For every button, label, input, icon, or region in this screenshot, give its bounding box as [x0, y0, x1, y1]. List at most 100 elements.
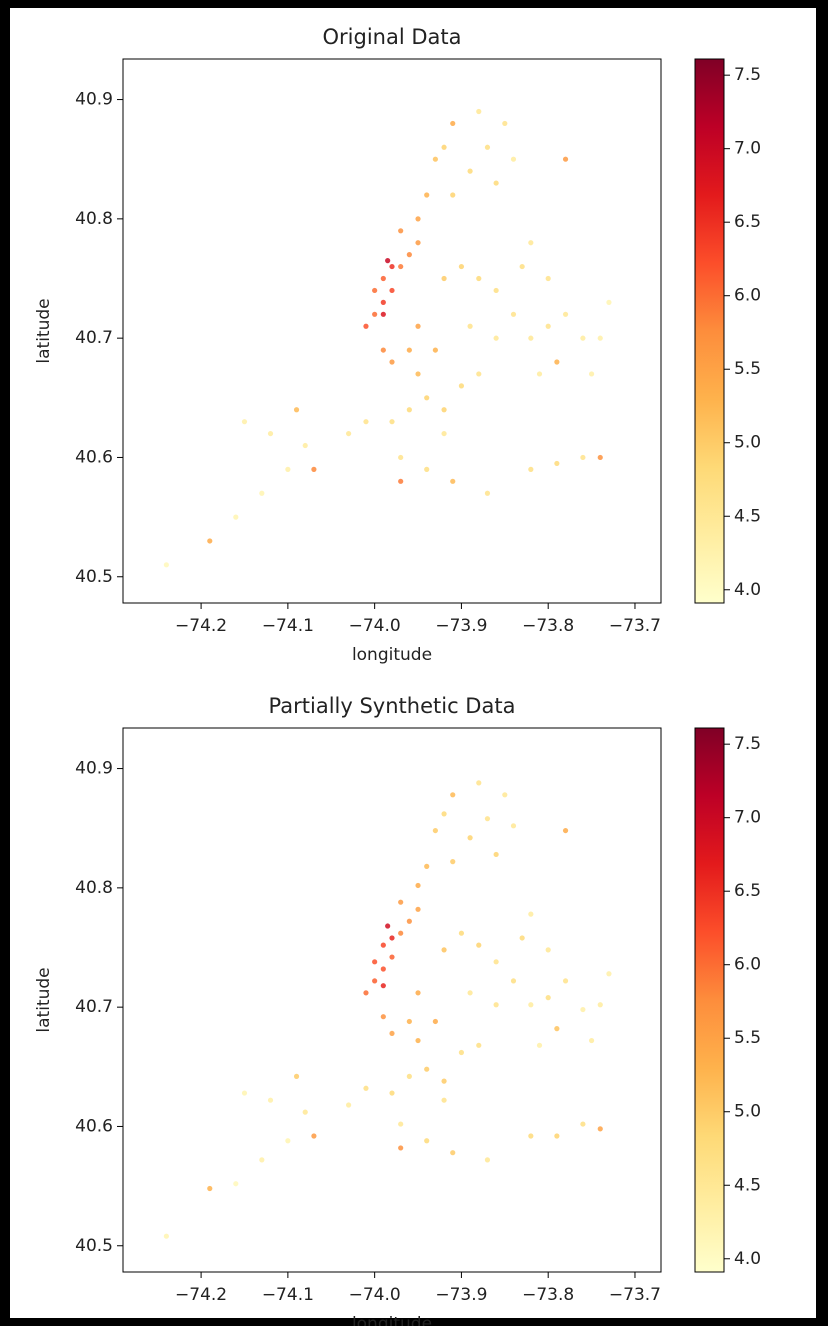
point	[502, 792, 508, 798]
x-tick-label: −73.8	[522, 616, 574, 636]
point	[233, 1181, 239, 1187]
point	[562, 156, 569, 162]
x-tick-label: −73.7	[609, 616, 661, 636]
x-tick-label: −74.2	[175, 616, 227, 636]
x-tick-label: −73.7	[609, 1285, 661, 1305]
point	[450, 1150, 456, 1156]
point	[311, 466, 317, 472]
point	[545, 947, 551, 953]
point	[163, 562, 169, 568]
colorbar-tick-label: 6.0	[734, 955, 761, 975]
point	[163, 1233, 169, 1239]
point	[415, 1037, 421, 1044]
colorbar	[694, 727, 725, 1273]
colorbar-tick-label: 6.0	[734, 286, 761, 306]
point	[502, 120, 508, 127]
point	[597, 335, 603, 341]
point	[528, 466, 534, 472]
point	[380, 299, 386, 305]
point	[363, 1085, 369, 1091]
x-tick-label: −74.2	[175, 1285, 227, 1305]
point	[432, 347, 438, 353]
point	[415, 216, 421, 222]
point	[207, 538, 213, 544]
point	[519, 263, 525, 270]
point	[476, 942, 482, 948]
point	[597, 1126, 603, 1132]
point	[458, 263, 465, 270]
colorbar-tick-label: 4.0	[734, 580, 761, 600]
x-tick-label: −73.8	[522, 1285, 574, 1305]
point	[536, 371, 543, 377]
y-tick-label: 40.9	[75, 759, 113, 779]
point	[285, 466, 291, 472]
point	[380, 311, 386, 317]
point	[562, 978, 569, 984]
colorbar-tick-label: 5.0	[734, 1102, 761, 1122]
point	[441, 144, 447, 150]
point	[588, 1037, 595, 1044]
colorbar-tick-label: 5.0	[734, 433, 761, 453]
point	[458, 930, 465, 936]
point	[293, 407, 300, 413]
point	[424, 466, 430, 472]
point	[562, 311, 569, 317]
point	[580, 335, 586, 341]
point	[545, 323, 551, 329]
point	[285, 1138, 291, 1144]
chart-title: Original Data	[323, 25, 462, 49]
point	[467, 168, 473, 174]
point	[441, 407, 447, 413]
plot-area	[123, 59, 661, 603]
colorbar-tick-label: 6.5	[734, 212, 761, 232]
point	[293, 1073, 300, 1079]
point	[398, 478, 404, 484]
point	[528, 911, 534, 917]
point	[467, 835, 473, 841]
point	[519, 935, 525, 941]
point	[458, 383, 465, 389]
point	[389, 954, 395, 960]
x-tick-label: −74.0	[349, 616, 401, 636]
colorbar-tick-label: 7.5	[734, 65, 761, 85]
point	[536, 1042, 543, 1048]
point	[398, 1145, 404, 1151]
point	[441, 275, 447, 282]
point	[302, 442, 308, 449]
y-axis-label: latitude	[34, 298, 54, 363]
point	[363, 990, 369, 996]
colorbar-tick-label: 5.5	[734, 359, 761, 379]
point	[562, 827, 569, 834]
point	[389, 287, 395, 294]
point	[398, 899, 404, 905]
point	[450, 792, 456, 798]
point	[484, 1157, 491, 1163]
point	[346, 1102, 352, 1108]
point	[580, 1121, 586, 1127]
point	[380, 1014, 386, 1020]
point	[580, 1006, 586, 1013]
point	[493, 1002, 499, 1008]
point	[554, 359, 560, 365]
point	[406, 407, 412, 413]
x-tick-label: −73.9	[435, 616, 487, 636]
point	[233, 514, 239, 520]
point	[493, 851, 499, 858]
point	[406, 918, 412, 924]
point	[363, 323, 369, 329]
axes-frame	[122, 727, 662, 1273]
point	[424, 863, 430, 869]
point	[372, 287, 378, 294]
point	[389, 359, 395, 365]
point	[406, 347, 412, 353]
point	[380, 966, 386, 972]
point	[484, 490, 491, 496]
point	[597, 454, 603, 461]
x-axis-label: longitude	[352, 1314, 432, 1326]
x-tick-label: −73.9	[435, 1285, 487, 1305]
colorbar-tick-label: 4.5	[734, 506, 761, 526]
point	[510, 823, 517, 829]
colorbar-tick-label: 7.5	[734, 734, 761, 754]
point	[311, 1133, 317, 1139]
point	[510, 978, 517, 984]
